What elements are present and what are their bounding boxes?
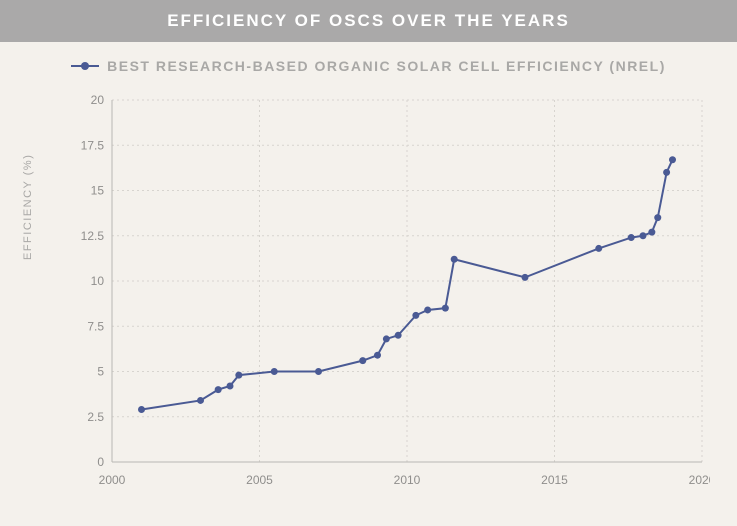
y-tick-label: 2.5 [87,410,104,424]
series-marker [271,368,278,375]
series-marker [215,386,222,393]
y-tick-label: 20 [91,93,105,107]
y-tick-label: 15 [91,184,105,198]
chart-svg: 0 2.5 5 7.5 10 12.5 15 17.5 20 2000 2005 2010 2015 20… [70,92,710,492]
series-marker [197,397,204,404]
x-tick-label: 2000 [99,473,126,487]
y-tick-label: 0 [97,455,104,469]
y-axis-label: EFFICIENCY (%) [22,154,34,260]
series-marker [595,245,602,252]
series-marker [648,229,655,236]
y-tick-label: 17.5 [81,138,105,152]
y-tick-label: 10 [91,274,105,288]
y-tick-label: 12.5 [81,229,105,243]
legend-label: BEST RESEARCH-BASED ORGANIC SOLAR CELL E… [107,58,666,74]
series-marker [383,335,390,342]
x-tick-label: 2005 [246,473,273,487]
x-tick-label: 2015 [541,473,568,487]
x-tick-label: 2010 [394,473,421,487]
legend-marker-icon [71,65,99,67]
series-marker [315,368,322,375]
chart-title: EFFICIENCY OF OSCS OVER THE YEARS [167,11,570,31]
chart-plot-area: 0 2.5 5 7.5 10 12.5 15 17.5 20 2000 2005 2010 2015 20… [70,92,710,492]
x-tick-label: 2020 [689,473,710,487]
series-marker [640,232,647,239]
series-marker [395,332,402,339]
series-marker [654,214,661,221]
series-marker [374,352,381,359]
y-tick-label: 7.5 [87,319,104,333]
series-marker [522,274,529,281]
series-marker [628,234,635,241]
series-marker [663,169,670,176]
y-tick-label: 5 [97,365,104,379]
series-marker [227,382,234,389]
series-marker [442,305,449,312]
chart-legend: BEST RESEARCH-BASED ORGANIC SOLAR CELL E… [0,58,737,74]
series-marker [359,357,366,364]
series-marker [451,256,458,263]
series-line [142,160,673,410]
series-marker [412,312,419,319]
series-marker [669,156,676,163]
series-marker [235,372,242,379]
series-marker [424,306,431,313]
series-marker [138,406,145,413]
chart-title-bar: EFFICIENCY OF OSCS OVER THE YEARS [0,0,737,42]
